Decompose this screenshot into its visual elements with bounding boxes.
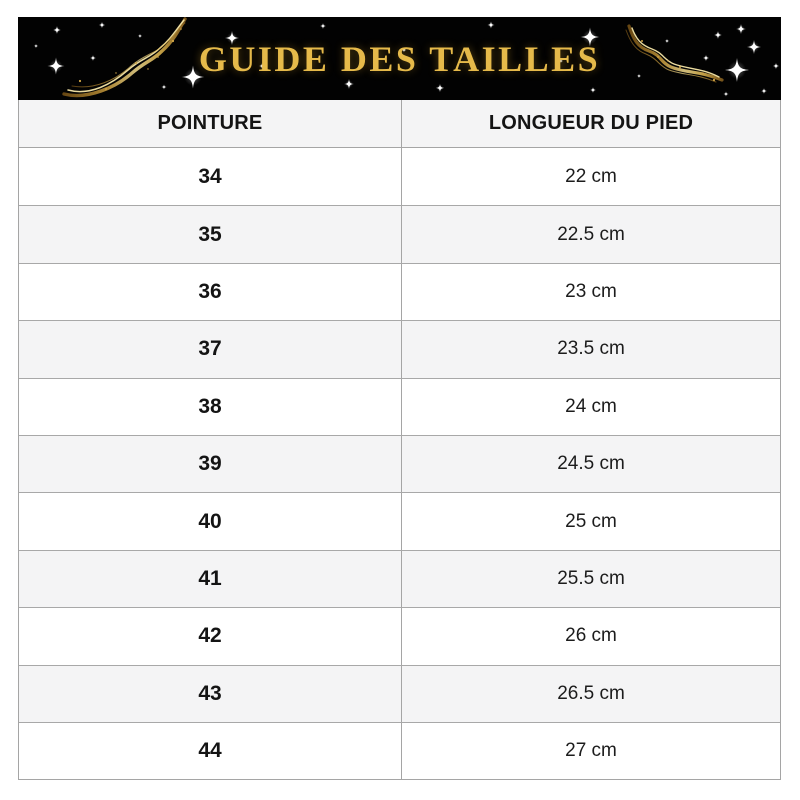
table-row: 38 24 cm — [19, 377, 780, 435]
length-cell: 22 cm — [401, 148, 780, 206]
table-header-row: POINTURE LONGUEUR DU PIED — [19, 100, 780, 148]
banner-decoration — [33, 17, 780, 98]
gold-swirl-right-icon — [625, 24, 724, 83]
length-cell: 26.5 cm — [401, 665, 780, 722]
table-row: 43 26.5 cm — [19, 664, 780, 722]
table-row: 34 22 cm — [19, 148, 780, 206]
length-cell: 23.5 cm — [401, 321, 780, 378]
length-cell: 27 cm — [401, 722, 780, 780]
table-row: 37 23.5 cm — [19, 320, 780, 378]
table-row: 40 25 cm — [19, 492, 780, 550]
table-row: 42 26 cm — [19, 607, 780, 665]
table-row: 35 22.5 cm — [19, 205, 780, 263]
page-title: GUIDE DES TAILLES — [198, 38, 601, 79]
size-cell: 41 — [198, 566, 222, 590]
column-header-pointure: POINTURE — [157, 112, 263, 134]
size-cell: 34 — [198, 164, 222, 188]
table-row: 36 23 cm — [19, 262, 780, 321]
length-cell: 24 cm — [401, 378, 780, 435]
length-cell: 26 cm — [401, 608, 780, 665]
table-row: 39 24.5 cm — [19, 434, 780, 493]
length-cell: 24.5 cm — [401, 435, 780, 493]
size-cell: 43 — [198, 681, 222, 705]
length-cell: 25 cm — [401, 493, 780, 550]
size-table: POINTURE LONGUEUR DU PIED 34 22 cm 35 22… — [18, 100, 781, 781]
size-cell: 42 — [198, 624, 222, 648]
length-cell: 22.5 cm — [401, 206, 780, 263]
table-row: 44 27 cm — [19, 721, 780, 780]
size-cell: 38 — [198, 394, 222, 418]
gold-swirl-left-icon — [62, 17, 187, 98]
size-cell: 35 — [198, 222, 222, 246]
size-cell: 37 — [198, 337, 222, 361]
size-cell: 39 — [198, 452, 222, 476]
size-cell: 36 — [198, 279, 222, 303]
length-cell: 23 cm — [401, 263, 780, 321]
column-header-longueur-du-pied: LONGUEUR DU PIED — [401, 100, 780, 147]
table-row: 41 25.5 cm — [19, 549, 780, 608]
length-cell: 25.5 cm — [401, 550, 780, 608]
size-cell: 40 — [198, 509, 222, 533]
banner: GUIDE DES TAILLES — [18, 17, 781, 100]
size-cell: 44 — [198, 739, 222, 763]
table-body: 34 22 cm 35 22.5 cm 36 23 cm 37 23.5 cm … — [19, 148, 780, 780]
